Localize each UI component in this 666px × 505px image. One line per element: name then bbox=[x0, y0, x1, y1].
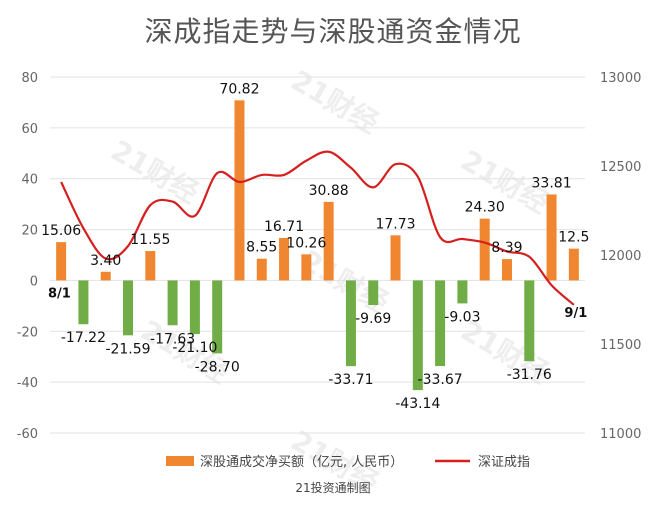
left-axis-ticks: 80 60 40 20 0 -20 -40 -60 bbox=[17, 71, 38, 442]
left-tick-label: 40 bbox=[21, 173, 38, 188]
bar-data-label: 11.55 bbox=[130, 232, 170, 248]
bar-data-label: -21.10 bbox=[172, 340, 217, 356]
legend: 深股通成交净买额（亿元, 人民币） 深证成指 bbox=[166, 454, 530, 470]
bar bbox=[546, 194, 557, 281]
bar bbox=[189, 280, 200, 335]
bar-data-label: -17.63 bbox=[150, 331, 195, 347]
gridlines bbox=[50, 76, 585, 434]
bar bbox=[123, 280, 134, 336]
endpoint-labels: 8/1 9/1 bbox=[48, 286, 587, 320]
bar bbox=[78, 280, 89, 325]
bar-data-label: -9.69 bbox=[355, 311, 391, 327]
watermark-text: 21财经 bbox=[105, 134, 204, 210]
left-tick-label: -40 bbox=[17, 376, 38, 391]
bar-data-label: 33.81 bbox=[532, 175, 572, 191]
left-tick-label: -60 bbox=[17, 427, 38, 442]
bar-data-label: 15.06 bbox=[41, 223, 81, 239]
bar-data-label: 24.30 bbox=[465, 200, 505, 216]
bar bbox=[167, 280, 178, 326]
bar bbox=[390, 235, 401, 281]
bar bbox=[368, 280, 379, 306]
bar-data-labels: 15.06 -17.22 3.40 -21.59 11.55 -17.63-21.10 -2… bbox=[41, 81, 589, 412]
legend-line-label: 深证成指 bbox=[478, 455, 530, 470]
left-tick-label: 80 bbox=[21, 71, 38, 86]
bar bbox=[524, 280, 535, 362]
right-tick-label: 12500 bbox=[600, 160, 641, 175]
bar bbox=[279, 237, 290, 281]
bar bbox=[100, 271, 111, 281]
start-date-label: 8/1 bbox=[48, 286, 71, 301]
bar-data-label: -33.67 bbox=[418, 372, 463, 388]
right-tick-label: 11000 bbox=[600, 427, 641, 442]
right-axis-ticks: 13000 12500 12000 11500 11000 bbox=[600, 71, 641, 442]
legend-bar-swatch bbox=[166, 456, 194, 466]
bar bbox=[323, 201, 334, 281]
legend-bar-label: 深股通成交净买额（亿元, 人民币） bbox=[200, 454, 403, 470]
bar bbox=[435, 280, 446, 367]
right-tick-label: 11500 bbox=[600, 338, 641, 353]
bar bbox=[56, 242, 67, 281]
left-tick-label: -20 bbox=[17, 325, 38, 340]
left-tick-label: 60 bbox=[21, 122, 38, 137]
bar-data-label: 16.71 bbox=[264, 219, 304, 235]
bar-data-label: -17.22 bbox=[61, 330, 106, 346]
bar-data-label: 12.5 bbox=[558, 230, 589, 246]
bar-data-label: 30.88 bbox=[309, 183, 349, 199]
left-tick-label: 20 bbox=[21, 224, 38, 239]
left-tick-label: 0 bbox=[30, 274, 38, 289]
bar-series bbox=[56, 100, 579, 391]
bar bbox=[212, 280, 223, 354]
right-tick-label: 13000 bbox=[600, 71, 641, 86]
bar-data-label: -31.76 bbox=[507, 367, 552, 383]
bar bbox=[301, 254, 312, 281]
bar-data-label: 8.55 bbox=[246, 240, 277, 256]
bar-data-label: 3.40 bbox=[90, 253, 121, 269]
bar-data-label: 70.82 bbox=[219, 81, 259, 97]
bar bbox=[345, 280, 356, 367]
line-path bbox=[60, 150, 575, 306]
bar bbox=[457, 280, 468, 304]
right-tick-label: 12000 bbox=[600, 249, 641, 264]
bar-data-label: 8.39 bbox=[491, 240, 522, 256]
bar-data-label: -28.70 bbox=[195, 359, 240, 375]
end-date-label: 9/1 bbox=[564, 306, 587, 321]
bar bbox=[501, 259, 512, 281]
line-series bbox=[60, 150, 575, 306]
watermark-text: 21财经 bbox=[285, 64, 384, 140]
source-credit: 21投资通制图 bbox=[295, 480, 370, 495]
bar bbox=[479, 218, 490, 281]
bar-data-label: -9.03 bbox=[444, 309, 480, 325]
bar-data-label: -33.71 bbox=[328, 372, 373, 388]
bar bbox=[412, 280, 423, 391]
bar bbox=[568, 248, 579, 281]
bar-data-label: 17.73 bbox=[375, 216, 415, 232]
chart-title: 深成指走势与深股通资金情况 bbox=[144, 15, 522, 48]
bar bbox=[234, 100, 245, 281]
bar bbox=[256, 258, 267, 281]
bar-data-label: 10.26 bbox=[286, 235, 326, 251]
bar-data-label: -43.14 bbox=[395, 396, 440, 412]
bar bbox=[145, 251, 156, 281]
bar-data-label: -21.59 bbox=[105, 341, 150, 357]
